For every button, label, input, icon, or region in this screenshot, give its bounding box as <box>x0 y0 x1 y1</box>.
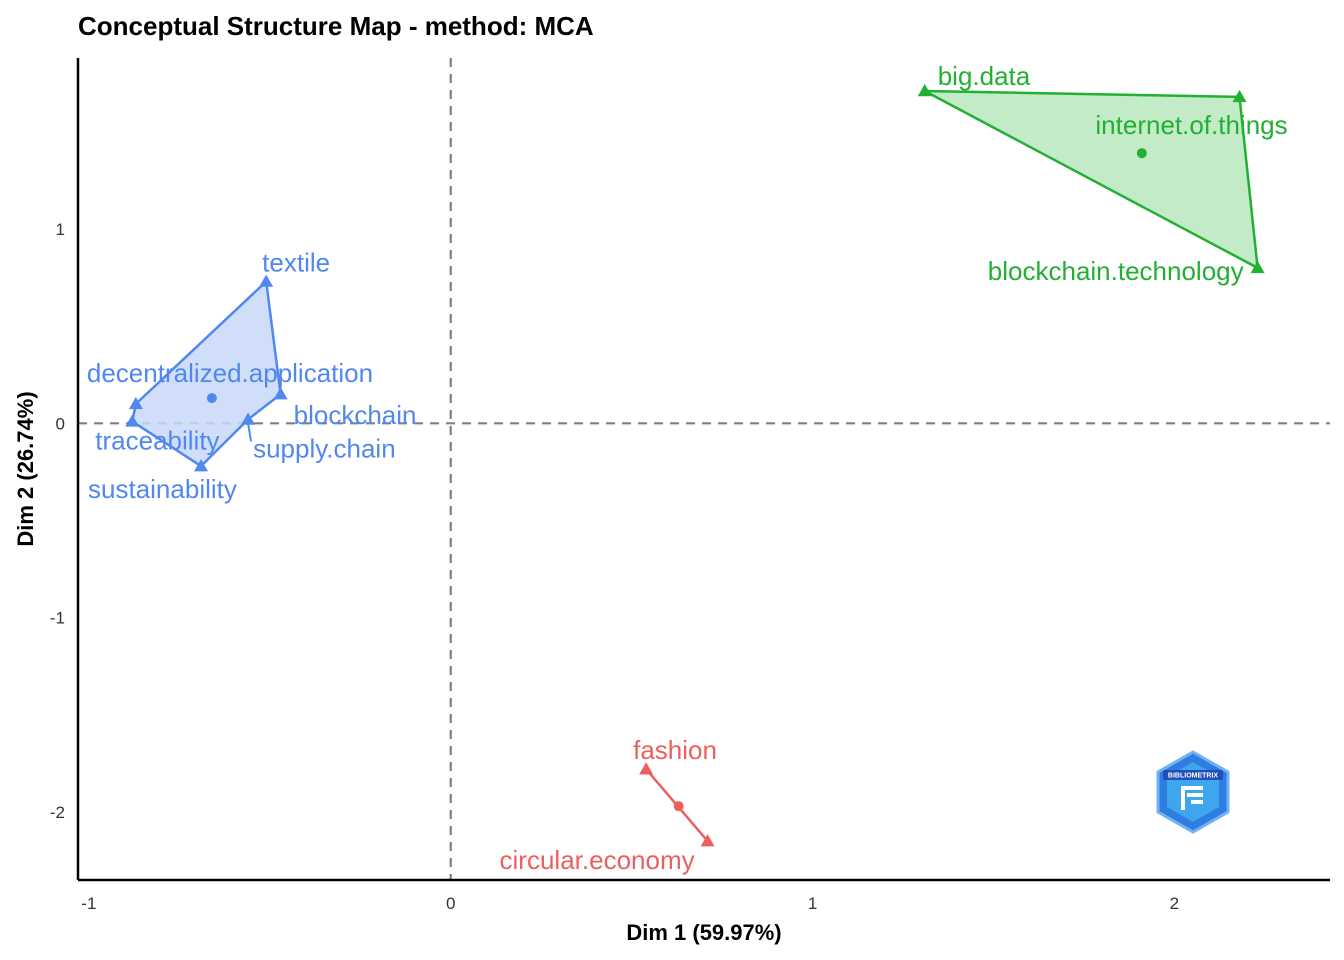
logo-banner <box>1163 770 1223 780</box>
cluster-3-centroid <box>673 801 684 812</box>
logo-bar-stem <box>1181 786 1185 810</box>
point-labels: textile decentralized.application blockcha… <box>87 61 1288 875</box>
point-blockchain <box>273 387 288 400</box>
label-sustainability: sustainability <box>88 474 237 504</box>
reference-lines <box>78 58 1330 880</box>
logo-bar-2 <box>1187 793 1203 797</box>
point-marks <box>125 84 1265 847</box>
y-tick-0: 0 <box>56 414 65 433</box>
point-sustainability <box>194 459 209 472</box>
label-textile: textile <box>262 247 330 277</box>
logo-text: BIBLIOMETRIX <box>1168 773 1218 780</box>
point-circular-economy <box>700 834 715 847</box>
chart-title: Conceptual Structure Map - method: MCA <box>78 11 594 41</box>
label-connectors <box>247 423 253 442</box>
point-traceability <box>125 414 140 427</box>
cluster-hulls <box>131 89 1259 843</box>
point-decentralized-application <box>128 396 143 410</box>
logo-bar-1 <box>1183 786 1203 790</box>
connector-supply-chain <box>247 423 253 442</box>
x-tick-1: -1 <box>81 894 96 913</box>
y-tick-1: 1 <box>56 220 65 239</box>
label-blockchain: blockchain <box>294 400 417 430</box>
label-traceability: traceability <box>95 425 219 455</box>
point-textile <box>259 274 274 287</box>
y-tick-1: -1 <box>50 609 65 628</box>
label-internet-of-things: internet.of.things <box>1095 110 1287 140</box>
cluster-1-centroid <box>206 393 217 404</box>
x-tick-labels: -1 0 1 2 <box>81 894 1179 913</box>
point-supply-chain <box>241 412 256 425</box>
cluster-2-centroid <box>1136 148 1147 159</box>
label-big-data: big.data <box>938 61 1031 91</box>
axes <box>76 58 1330 882</box>
point-fashion <box>639 762 654 775</box>
label-circular-economy: circular.economy <box>500 845 695 875</box>
y-tick-2: -2 <box>50 803 65 822</box>
x-axis-title: Dim 1 (59.97%) <box>626 920 781 945</box>
x-tick-0: 0 <box>446 894 455 913</box>
point-internet-of-things <box>1232 89 1247 103</box>
label-fashion: fashion <box>633 735 717 765</box>
label-supply-chain: supply.chain <box>253 433 396 463</box>
label-decentralized-application: decentralized.application <box>87 358 373 388</box>
y-tick-labels: 1 0 -1 -2 <box>50 220 65 822</box>
y-axis-title: Dim 2 (26.74%) <box>13 391 38 546</box>
x-tick-2: 2 <box>1170 894 1179 913</box>
label-blockchain-technology: blockchain.technology <box>988 256 1244 286</box>
point-blockchain-technology <box>1250 260 1265 274</box>
cluster-2-hull <box>923 89 1259 270</box>
logo-bar-3 <box>1191 800 1203 804</box>
bibliometrix-logo: BIBLIOMETRIX <box>1156 750 1230 834</box>
x-tick-1: 1 <box>808 894 817 913</box>
point-big-data <box>917 84 932 97</box>
